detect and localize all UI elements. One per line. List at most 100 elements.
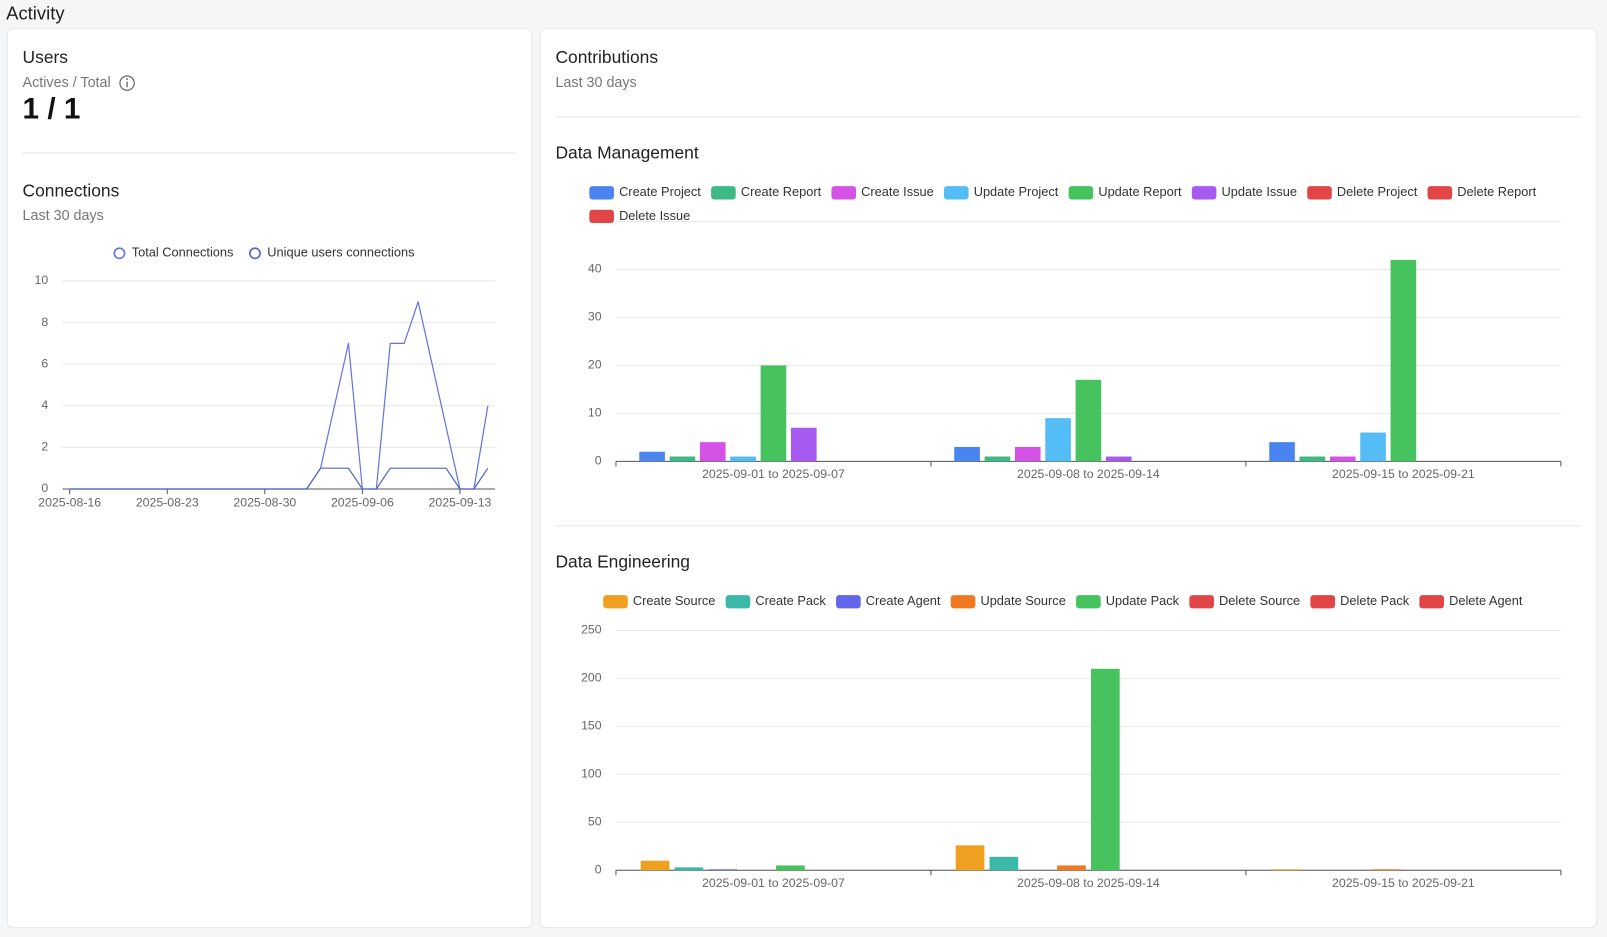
contributions-card	[539, 28, 1598, 929]
legend-label: Create Pack	[755, 593, 826, 608]
legend-label: Create Agent	[866, 593, 941, 608]
y-tick-label: 100	[581, 767, 602, 781]
bar	[984, 456, 1011, 462]
x-tick-label: 2025-09-15 to 2025-09-21	[1332, 876, 1475, 890]
bar	[1057, 865, 1086, 871]
legend-swatch	[603, 595, 628, 609]
bar	[1105, 456, 1132, 462]
x-tick-label: 2025-09-01 to 2025-09-07	[702, 467, 845, 481]
bar	[1270, 869, 1300, 871]
info-icon[interactable]	[119, 75, 135, 91]
y-tick-label: 8	[41, 315, 48, 329]
legend-label: Create Project	[619, 184, 701, 199]
x-tick-label: 2025-09-08 to 2025-09-14	[1017, 467, 1160, 481]
legend-swatch	[725, 595, 751, 609]
legend-label: Delete Project	[1337, 184, 1418, 199]
line-series	[69, 467, 489, 490]
bar	[790, 427, 817, 462]
legend-label: Update Issue	[1222, 184, 1297, 199]
bar	[699, 442, 726, 462]
users-card	[6, 28, 533, 929]
bar	[669, 456, 696, 462]
legend-label: Update Report	[1098, 184, 1182, 199]
legend-swatch	[1427, 186, 1453, 200]
y-tick-label: 10	[34, 273, 48, 287]
users-subtitle: Actives / Total	[23, 75, 111, 91]
contributions-subtitle: Last 30 days	[555, 75, 636, 91]
legend-swatch	[113, 247, 126, 260]
bar	[1014, 446, 1041, 462]
bar	[775, 865, 805, 871]
y-tick-label: 0	[595, 863, 602, 877]
bar	[989, 856, 1019, 871]
y-tick-label: 30	[588, 310, 602, 324]
x-tick-label: 2025-08-23	[136, 496, 199, 510]
contributions-title: Contributions	[555, 47, 658, 67]
y-tick-label: 20	[588, 358, 602, 372]
bar	[1360, 432, 1386, 462]
legend-label: Delete Report	[1457, 184, 1536, 199]
bar	[955, 845, 985, 871]
bar	[1372, 869, 1401, 871]
legend-label: Delete Agent	[1449, 593, 1523, 608]
legend-swatch	[1307, 186, 1332, 200]
y-tick-label: 2	[41, 440, 48, 454]
chart-title: Connections	[23, 180, 120, 200]
bar	[730, 456, 756, 462]
users-value: 1 / 1	[23, 93, 81, 126]
bar	[1390, 259, 1417, 462]
bar	[674, 867, 704, 871]
bar	[954, 446, 980, 462]
legend-swatch	[1189, 595, 1214, 609]
bar	[1269, 442, 1295, 462]
y-tick-label: 250	[581, 623, 602, 637]
bar	[1045, 418, 1071, 462]
legend-swatch	[1310, 595, 1336, 609]
legend-swatch	[249, 247, 261, 260]
legend-label: Total Connections	[132, 245, 234, 260]
page-title: Activity	[6, 2, 65, 23]
legend-swatch	[1191, 186, 1217, 200]
legend-label: Create Source	[633, 593, 716, 608]
chart-title: Data Management	[555, 142, 698, 162]
legend-swatch	[1068, 186, 1094, 200]
legend-swatch	[589, 186, 614, 200]
y-tick-label: 6	[41, 356, 48, 370]
y-tick-label: 0	[41, 481, 48, 495]
legend-swatch	[950, 595, 976, 609]
y-tick-label: 40	[588, 262, 602, 276]
y-tick-label: 0	[595, 454, 602, 468]
legend-label: Update Project	[974, 184, 1059, 199]
legend-label: Delete Issue	[619, 208, 690, 223]
bar	[1075, 379, 1102, 462]
chart-title: Data Engineering	[555, 551, 690, 571]
bar	[760, 365, 787, 462]
legend-swatch	[711, 186, 736, 200]
legend-swatch	[1419, 595, 1444, 609]
legend-swatch	[831, 186, 857, 200]
bar	[708, 869, 738, 871]
legend-label: Update Pack	[1106, 593, 1180, 608]
legend-label: Create Report	[741, 184, 822, 199]
y-tick-label: 10	[588, 406, 602, 420]
bar	[640, 860, 670, 871]
x-tick-label: 2025-08-30	[233, 496, 296, 510]
bar	[639, 451, 665, 462]
y-tick-label: 150	[581, 719, 602, 733]
x-tick-label: 2025-09-06	[331, 496, 394, 510]
bar	[1329, 456, 1356, 462]
legend-label: Delete Pack	[1340, 593, 1410, 608]
y-tick-label: 50	[588, 815, 602, 829]
bar	[1299, 456, 1326, 462]
bar	[1090, 668, 1120, 871]
y-tick-label: 200	[581, 671, 602, 685]
users-title: Users	[23, 47, 69, 67]
legend-label: Update Source	[980, 593, 1065, 608]
legend-label: Unique users connections	[267, 245, 414, 260]
x-tick-label: 2025-09-08 to 2025-09-14	[1017, 876, 1160, 890]
legend-label: Create Issue	[861, 184, 934, 199]
legend-swatch	[589, 209, 614, 224]
legend-swatch	[1076, 595, 1101, 609]
legend-swatch	[943, 186, 969, 200]
